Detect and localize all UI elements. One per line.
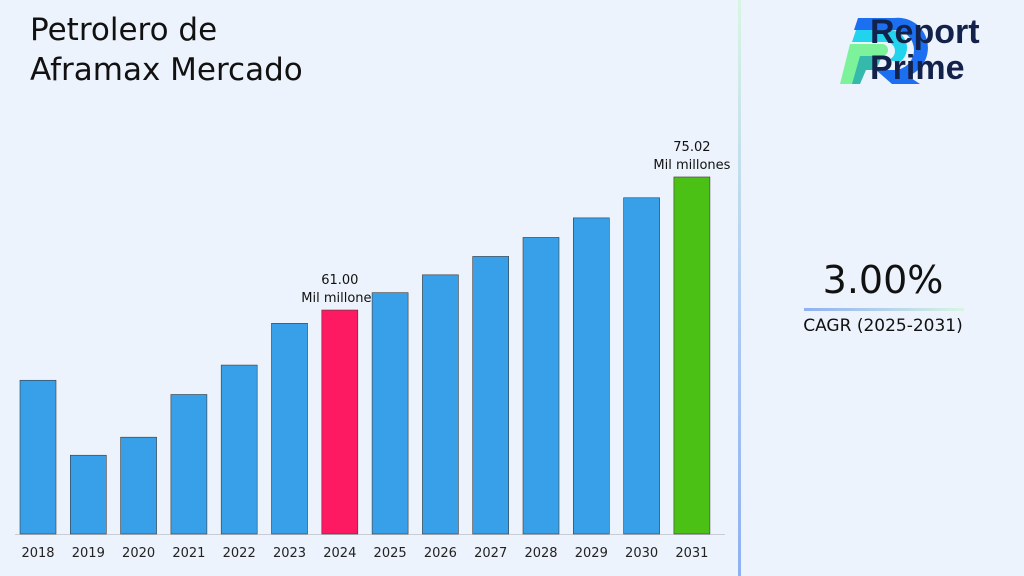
chart-title: Petrolero de Aframax Mercado xyxy=(30,10,390,90)
bar-chart: 2018 2019 2020 2021 2022 2023 2024 61.00 Mil mil… xyxy=(15,140,731,561)
x-tick-2029: 2029 xyxy=(575,546,608,561)
bar-2018 xyxy=(19,379,57,535)
bar-2024 xyxy=(321,309,359,535)
logo-text-line-1: Report xyxy=(870,13,980,51)
bar-2031 xyxy=(673,176,711,535)
bar-2023 xyxy=(271,323,308,535)
x-tick-2020: 2020 xyxy=(122,546,155,561)
title-line-1: Petrolero de xyxy=(30,12,218,48)
bar-2029 xyxy=(572,217,610,535)
x-tick-2026: 2026 xyxy=(424,546,457,561)
cagr-label: CAGR (2025-2031) xyxy=(803,316,963,336)
x-tick-2018: 2018 xyxy=(21,546,54,561)
logo-text: Report Prime xyxy=(870,14,980,86)
x-tick-2022: 2022 xyxy=(223,546,256,561)
x-tick-2031: 2031 xyxy=(675,546,708,561)
x-tick-2027: 2027 xyxy=(474,546,507,561)
x-tick-2023: 2023 xyxy=(273,546,306,561)
bar-2028 xyxy=(522,237,560,535)
logo-text-line-2: Prime xyxy=(870,49,965,87)
bar-2030 xyxy=(623,197,660,535)
x-tick-2024: 2024 xyxy=(323,546,356,561)
x-tick-2025: 2025 xyxy=(374,546,407,561)
title-line-2: Aframax Mercado xyxy=(30,52,303,88)
data-label-value-2031: 75.02 xyxy=(673,140,710,155)
divider xyxy=(738,0,741,576)
bar-2020 xyxy=(120,436,157,535)
bar-2027 xyxy=(472,256,510,535)
bar-2021 xyxy=(170,394,208,535)
data-label-unit-2031: Mil millones xyxy=(653,158,730,173)
report-prime-logo-icon xyxy=(840,17,928,84)
cagr-value: 3.00% xyxy=(822,258,944,302)
bar-2025 xyxy=(371,292,409,535)
x-tick-2028: 2028 xyxy=(524,546,557,561)
cagr-underline xyxy=(804,308,964,311)
x-tick-2030: 2030 xyxy=(625,546,658,561)
bar-2019 xyxy=(70,454,107,535)
data-label-value-2024: 61.00 xyxy=(321,273,358,288)
x-tick-2021: 2021 xyxy=(172,546,205,561)
x-tick-2019: 2019 xyxy=(72,546,105,561)
bar-2026 xyxy=(422,274,459,535)
bar-2022 xyxy=(220,364,258,535)
data-label-unit-2024: Mil millones xyxy=(301,291,378,306)
